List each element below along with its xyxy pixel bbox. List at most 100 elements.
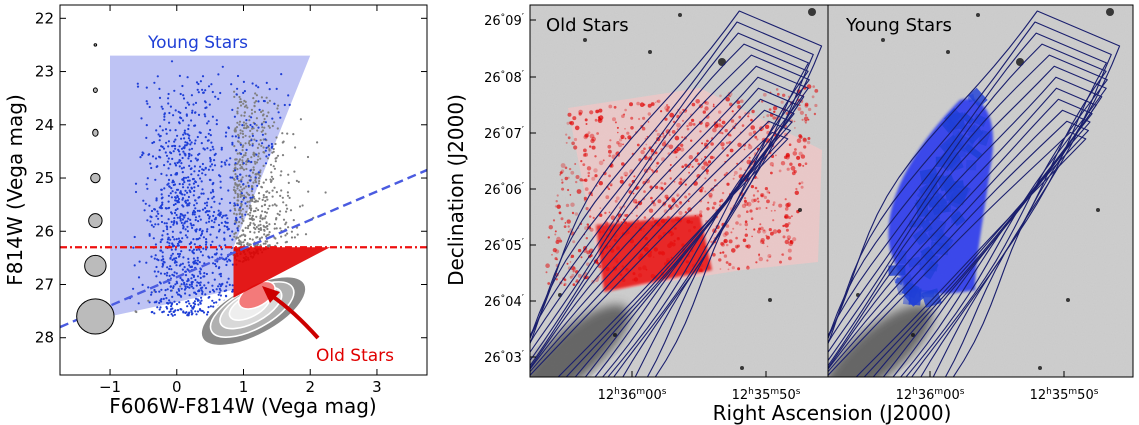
ra-tick-label: 12h35m50s bbox=[732, 387, 801, 403]
old-density-dot bbox=[718, 204, 722, 207]
young-point bbox=[141, 151, 144, 154]
gray-point bbox=[262, 164, 265, 167]
young-point bbox=[215, 236, 218, 239]
young-point bbox=[231, 143, 234, 146]
old-density-dot bbox=[576, 189, 582, 194]
foreground-star bbox=[613, 333, 617, 337]
gray-point bbox=[265, 211, 268, 214]
young-point bbox=[209, 149, 212, 152]
young-point bbox=[150, 293, 153, 296]
gray-point bbox=[276, 107, 279, 110]
young-point bbox=[247, 160, 250, 163]
young-point bbox=[178, 289, 181, 292]
young-point bbox=[231, 288, 234, 291]
young-point bbox=[148, 301, 151, 304]
young-point bbox=[140, 117, 143, 120]
young-point bbox=[224, 135, 227, 138]
young-point bbox=[173, 244, 176, 247]
gray-point bbox=[236, 121, 239, 124]
young-point bbox=[219, 186, 222, 189]
old-density-dot bbox=[561, 181, 564, 184]
gray-point bbox=[264, 210, 267, 214]
old-density-dot bbox=[731, 110, 734, 113]
old-density-dot bbox=[778, 203, 783, 208]
young-clump bbox=[930, 201, 941, 215]
foreground-star bbox=[798, 208, 802, 212]
old-density-dot bbox=[669, 164, 672, 166]
young-point bbox=[271, 117, 274, 120]
old-density-dot bbox=[706, 207, 710, 211]
young-point bbox=[163, 222, 166, 225]
young-point bbox=[165, 132, 168, 135]
young-point bbox=[219, 211, 222, 214]
old-density-dot bbox=[676, 194, 679, 197]
young-point bbox=[165, 222, 168, 225]
young-point bbox=[178, 165, 181, 168]
gray-point bbox=[245, 210, 248, 213]
gray-point bbox=[270, 179, 273, 182]
old-density-dot bbox=[575, 279, 579, 282]
young-point bbox=[168, 111, 171, 115]
young-point bbox=[175, 291, 178, 294]
young-point bbox=[133, 235, 136, 239]
old-density-dot bbox=[766, 199, 770, 204]
old-density-dot bbox=[740, 99, 744, 103]
old-density-dot bbox=[721, 132, 724, 135]
young-point bbox=[148, 105, 151, 109]
young-point bbox=[179, 190, 182, 193]
young-point bbox=[205, 238, 208, 241]
gray-point bbox=[237, 140, 240, 143]
young-point bbox=[171, 242, 174, 245]
gray-point bbox=[257, 230, 260, 233]
old-density-dot bbox=[688, 155, 693, 160]
young-point bbox=[191, 211, 195, 214]
gray-point bbox=[304, 233, 308, 236]
old-density-dot bbox=[591, 145, 596, 150]
old-density-dot bbox=[571, 273, 575, 277]
young-point bbox=[166, 241, 169, 244]
young-point bbox=[155, 215, 158, 218]
gray-point bbox=[235, 126, 239, 129]
young-point bbox=[158, 301, 161, 304]
hi-contour bbox=[530, 65, 809, 377]
old-density-dot bbox=[757, 200, 760, 203]
young-point bbox=[167, 140, 170, 143]
young-point bbox=[158, 281, 161, 284]
young-point bbox=[148, 233, 151, 236]
young-point bbox=[174, 209, 177, 212]
gray-point bbox=[256, 158, 259, 161]
young-clump bbox=[960, 112, 974, 125]
young-point bbox=[251, 144, 254, 147]
young-point bbox=[159, 240, 162, 244]
gray-point bbox=[253, 197, 256, 200]
gray-point bbox=[249, 176, 252, 179]
old-density-dot bbox=[599, 213, 603, 217]
young-point bbox=[196, 259, 199, 262]
old-density-dot bbox=[609, 139, 612, 142]
old-density-dot bbox=[595, 109, 600, 114]
young-point bbox=[199, 227, 202, 231]
old-density-dot bbox=[769, 162, 774, 167]
young-point bbox=[182, 146, 185, 149]
young-point bbox=[207, 85, 211, 88]
gray-point bbox=[280, 235, 283, 238]
gray-point bbox=[233, 186, 236, 189]
old-density-dot bbox=[719, 200, 722, 203]
old-density-dot bbox=[720, 142, 725, 147]
young-point bbox=[147, 286, 150, 289]
young-stars-map-panel: Young Stars bbox=[827, 4, 1134, 378]
young-point bbox=[224, 214, 227, 217]
old-density-dot bbox=[661, 142, 667, 147]
young-point bbox=[218, 273, 221, 276]
young-point bbox=[170, 254, 173, 257]
foreground-star bbox=[678, 13, 682, 17]
gray-point bbox=[299, 118, 302, 121]
young-point bbox=[185, 301, 188, 304]
old-density-dot bbox=[676, 193, 680, 197]
old-density-dot bbox=[766, 245, 769, 248]
gray-point bbox=[238, 189, 241, 192]
young-point bbox=[173, 238, 176, 241]
young-point bbox=[210, 163, 214, 166]
gray-point bbox=[249, 230, 252, 233]
gray-point bbox=[298, 205, 302, 208]
